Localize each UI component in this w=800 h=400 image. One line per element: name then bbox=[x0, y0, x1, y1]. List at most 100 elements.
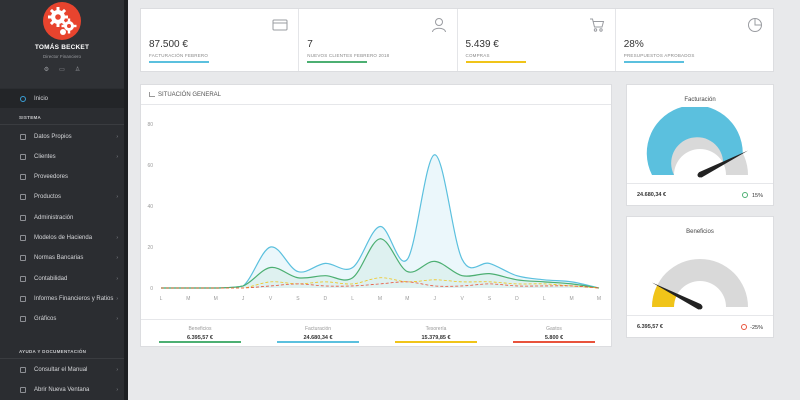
x-tick-label: L bbox=[160, 296, 163, 302]
pie-icon bbox=[748, 18, 762, 32]
avatar[interactable] bbox=[43, 2, 81, 40]
stat-value: 7 bbox=[307, 39, 313, 50]
nav-icon bbox=[20, 275, 26, 282]
help-item-0[interactable]: Consultar el Manual › bbox=[0, 360, 124, 379]
user-name: TOMÁS BECKET bbox=[34, 44, 90, 51]
legend-name: Beneficios bbox=[188, 326, 212, 332]
series-line-1[interactable] bbox=[161, 238, 600, 289]
gauge-fill bbox=[652, 285, 677, 307]
nav-item-label: Inicio bbox=[34, 95, 49, 102]
stat-card-presupuestos[interactable]: 28% PRESUPUESTOS APROBADOS bbox=[616, 9, 773, 71]
nav-item-inicio[interactable]: Inicio bbox=[0, 89, 124, 108]
cart-icon bbox=[589, 18, 604, 32]
x-tick-label: M bbox=[597, 296, 601, 302]
chevron-right-icon: › bbox=[116, 275, 118, 282]
nav-item-label: Clientes bbox=[34, 153, 56, 160]
nav-section-sistema: SISTEMA bbox=[19, 115, 42, 120]
nav-section-ayuda: AYUDA Y DOCUMENTACIÓN bbox=[19, 349, 87, 354]
stat-bar bbox=[307, 61, 368, 63]
nav-icon bbox=[20, 366, 26, 373]
x-tick-label: J bbox=[242, 296, 245, 302]
nav-divider bbox=[0, 124, 124, 125]
nav-item-6[interactable]: Normas Bancarias › bbox=[0, 249, 124, 268]
profile-actions: ⚙ ▭ ♙ bbox=[0, 67, 124, 73]
legend-item-facturacion[interactable]: Facturación 24.680,34 € bbox=[259, 320, 377, 347]
nav-icon bbox=[20, 386, 26, 393]
legend-swatch bbox=[395, 341, 477, 343]
gauge-footer: 24.680,34 € 15% bbox=[627, 183, 773, 205]
stat-bar bbox=[465, 61, 526, 63]
nav-item-1[interactable]: Clientes › bbox=[0, 147, 124, 166]
nav-item-label: Consultar el Manual bbox=[34, 366, 88, 373]
series-area-0 bbox=[161, 154, 599, 288]
nav-item-label: Productos bbox=[34, 194, 62, 201]
stat-label: PRESUPUESTOS APROBADOS bbox=[623, 53, 695, 58]
nav-icon bbox=[20, 133, 26, 140]
up-arrow-icon bbox=[742, 192, 749, 198]
stat-card-compras[interactable]: 5.439 € COMPRAS bbox=[458, 9, 616, 71]
stat-bar bbox=[149, 61, 209, 63]
sidebar: TOMÁS BECKET Director Financiero ⚙ ▭ ♙ I… bbox=[0, 0, 124, 400]
x-tick-label: D bbox=[515, 296, 519, 302]
stat-label: COMPRAS bbox=[465, 53, 490, 58]
nav-item-label: Modelos de Hacienda bbox=[34, 235, 93, 241]
nav-item-0[interactable]: Datos Propios › bbox=[0, 127, 124, 146]
stat-card-clientes[interactable]: 7 NUEVOS CLIENTES FEBRERO 2018 bbox=[299, 9, 458, 71]
profile-panel: TOMÁS BECKET Director Financiero ⚙ ▭ ♙ bbox=[0, 0, 124, 88]
legend-item-beneficios[interactable]: Beneficios 6.395,57 € bbox=[141, 320, 259, 347]
nav-item-label: Abrir Nueva Ventana bbox=[34, 386, 90, 393]
gear-icon[interactable]: ⚙ bbox=[43, 67, 50, 73]
nav-item-4[interactable]: Administración bbox=[0, 208, 124, 227]
chevron-right-icon: › bbox=[116, 133, 118, 140]
y-tick-label: 60 bbox=[147, 163, 153, 169]
gauge-value: 24.680,34 € bbox=[637, 192, 667, 198]
x-tick-label: V bbox=[269, 296, 273, 302]
chevron-right-icon: › bbox=[116, 316, 118, 323]
help-item-1[interactable]: Abrir Nueva Ventana › bbox=[0, 380, 124, 399]
y-tick-label: 80 bbox=[147, 122, 153, 128]
nav-icon bbox=[20, 235, 26, 241]
series-line-2[interactable] bbox=[161, 277, 600, 289]
sidebar-edge bbox=[124, 0, 128, 400]
gauge-percent: -25% bbox=[740, 324, 763, 331]
down-arrow-icon bbox=[740, 324, 747, 330]
nav-item-label: Normas Bancarias bbox=[34, 255, 84, 262]
nav-icon bbox=[20, 255, 26, 262]
nav-item-label: Contabilidad bbox=[34, 275, 68, 282]
gauge-percent: 15% bbox=[742, 192, 763, 199]
nav-item-7[interactable]: Contabilidad › bbox=[0, 269, 124, 288]
legend-item-gastos[interactable]: Gastos 5.800 € bbox=[495, 320, 613, 347]
gauge-panel-beneficios: Beneficios 6.395,57 € -25% bbox=[626, 216, 774, 338]
y-tick-label: 20 bbox=[147, 245, 153, 251]
chart-panel: SITUACIÓN GENERAL 0 20 40 60 80 L M M J V S D L M M J V S… bbox=[140, 84, 613, 347]
gauge-needle bbox=[698, 150, 749, 178]
legend-name: Gastos bbox=[546, 326, 562, 332]
chat-icon[interactable]: ▭ bbox=[59, 67, 65, 73]
stat-value: 87.500 € bbox=[149, 39, 188, 50]
nav-item-label: Datos Propios bbox=[34, 133, 72, 140]
gauge-percent-label: -25% bbox=[750, 325, 763, 331]
stat-value: 28% bbox=[623, 39, 644, 50]
panel-title: SITUACIÓN GENERAL bbox=[158, 91, 222, 98]
stat-card-facturacion[interactable]: 87.500 € FACTURACIÓN FEBRERO bbox=[141, 9, 300, 71]
gauge-hub bbox=[697, 304, 703, 310]
gauge-panel-facturacion: Facturación 24.680,34 € 15% bbox=[626, 84, 774, 206]
legend-item-tesoreria[interactable]: Tesorería 15.379,85 € bbox=[377, 320, 495, 347]
nav-icon bbox=[20, 194, 26, 201]
nav-item-label: Administración bbox=[34, 214, 74, 221]
gauge-footer: 6.395,57 € -25% bbox=[627, 315, 773, 337]
user-icon[interactable]: ♙ bbox=[74, 67, 81, 73]
nav-item-label: Informes Financieros y Ratios bbox=[34, 295, 114, 302]
nav-item-9[interactable]: Gráficos › bbox=[0, 310, 124, 329]
nav-item-2[interactable]: Proveedores bbox=[0, 168, 124, 187]
nav-item-3[interactable]: Productos › bbox=[0, 188, 124, 207]
nav-icon bbox=[20, 316, 26, 323]
nav-icon bbox=[20, 174, 26, 181]
stats-row: 87.500 € FACTURACIÓN FEBRERO 7 NUEVOS CL… bbox=[140, 8, 774, 72]
nav-item-5[interactable]: Modelos de Hacienda › bbox=[0, 229, 124, 248]
chevron-right-icon: › bbox=[116, 194, 118, 201]
nav-item-8[interactable]: Informes Financieros y Ratios › bbox=[0, 289, 124, 308]
gauge-title: Beneficios bbox=[686, 229, 714, 235]
x-tick-label: J bbox=[434, 296, 437, 302]
series-area-1 bbox=[161, 238, 599, 288]
